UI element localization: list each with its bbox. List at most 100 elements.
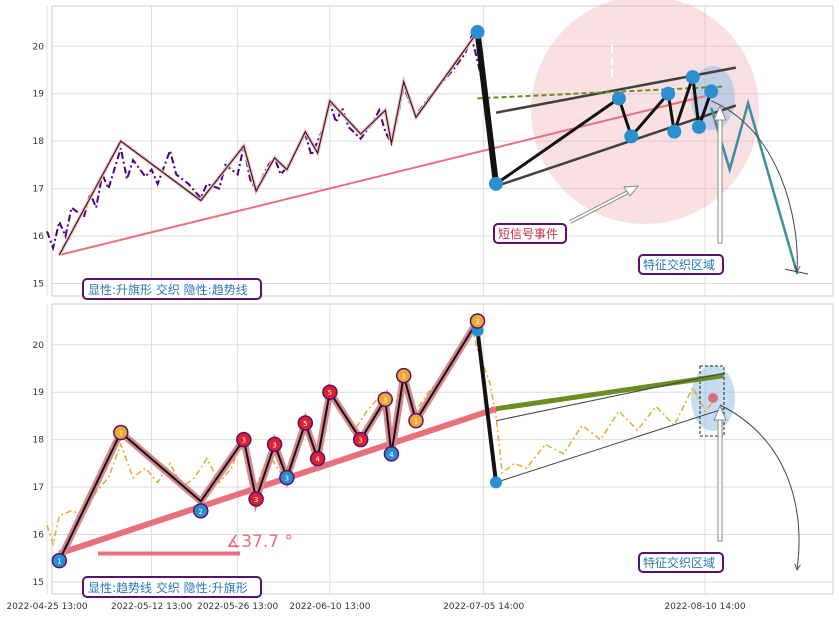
pivot-marker-label: 3 [254,496,258,504]
pivot-marker-label: 3 [272,441,276,449]
flag-pivot-dot [470,25,485,40]
y-tick-label: 17 [33,483,44,493]
signal-arrow-inner [569,189,633,223]
y-tick-label: 15 [33,280,44,290]
pivot-marker-label: 5 [328,389,332,397]
legend-box-bottom: 显性:趋势线 交织 隐性:升旗形 [82,576,262,598]
feature-zone-callout-bottom: 特征交织区域 [638,552,724,573]
pivot-marker-label: 3 [475,318,479,326]
top-panel-series [46,0,809,275]
flag-dash-line [477,85,724,100]
pivot-marker-label: 4 [315,456,320,464]
pivot-marker [297,415,314,431]
pivot-marker [266,436,283,453]
zigzag-line-top [58,30,497,256]
flag-channel-lower-bottom [495,408,724,483]
signal-arrow-head [623,185,640,197]
pivot-marker [248,491,264,507]
flag-pivot-dot [685,70,700,85]
x-tick-label: 2022-08-10 14:00 [664,602,745,612]
pivot-marker-label: 2 [199,508,203,516]
y-ticks-bottom: 15 16 17 18 19 20 [33,341,45,588]
signal-event-callout: 短信号事件 [493,223,567,244]
flag-pole [474,31,499,185]
pivot-marker-label: 3 [285,475,289,483]
pivot-marker [309,450,326,467]
signal-event-text: 短信号事件 [498,227,558,241]
flag-channel-lower [495,104,737,188]
pivot-marker-label: 1 [401,373,405,381]
y-tick-label: 15 [33,578,44,588]
pivot-marker [51,552,68,569]
zone-curve-arrow [719,404,799,570]
flag-pivot-dot [488,176,503,191]
panel-bottom-frame [51,303,834,595]
projection-arrow [711,100,797,272]
x-ticks: 2022-04-25 13:00 2022-05-12 13:00 2022-05-… [6,602,745,612]
y-tick-label: 16 [33,531,45,541]
feature-zone-callout-top: 特征交织区域 [638,254,724,275]
pivot-marker [236,431,252,448]
y-tick-label: 18 [33,137,45,147]
pivot-marker-label: 3 [242,437,246,445]
zone-arrow-shaft-bottom [717,419,723,542]
pivot-marker-label: 5 [303,420,307,428]
pivot-marker [395,367,412,384]
zigzag-line-bottom [58,320,479,562]
flag-highlight-circle [531,0,759,224]
pivot-marker-label: 1 [414,418,418,426]
bottom-panel-series: 1 1 2 3 3 3 3 5 4 5 3 3 4 1 1 3 [46,313,799,570]
angle-label: ∡37.7 ° [226,532,293,552]
y-tick-label: 19 [33,90,45,100]
flag-low-dot [489,476,502,489]
y-ticks-top: 15 16 17 18 19 20 [33,42,45,289]
pivot-marker [279,469,295,486]
flag-pivot-dot [691,119,706,134]
pivot-marker [383,446,400,462]
zone-arrow-head-bottom [713,404,727,421]
y-tick-label: 20 [33,341,45,351]
x-tick-label: 2022-05-26 13:00 [197,602,278,612]
y-tick-label: 16 [33,232,45,242]
y-tick-label: 20 [33,42,45,52]
pivot-marker [322,384,338,400]
feature-zone-text-top: 特征交织区域 [643,257,715,272]
trendline-bottom [58,405,497,557]
flag-channel-upper-bottom [495,372,724,422]
panel-top-frame [51,5,834,297]
pivot-marker [469,313,486,329]
pivot-marker-label: 3 [383,396,387,404]
legend-box-top: 显性:升旗形 交织 隐性:趋势线 [82,278,262,300]
pivot-marker-label: 1 [119,430,123,438]
pivot-marker-label: 4 [389,451,394,459]
zone-box-bottom [699,365,725,437]
flag-pivot-dot [661,86,676,101]
trendline-top [59,95,706,256]
flag-drop-bottom [475,330,498,483]
zone-arrow-head-top [713,104,727,121]
pivot-marker [113,424,129,441]
zone-center-dot [708,393,718,403]
y-tick-label: 18 [33,436,45,446]
x-tick-label: 2022-06-10 13:00 [289,602,370,612]
pivot-marker-label: 1 [57,558,61,566]
x-tick-label: 2022-05-12 13:00 [111,602,192,612]
pivot-marker [352,431,369,448]
flag-pivot-dot [611,91,626,106]
x-tick-label: 2022-04-25 13:00 [6,602,87,612]
zone-arrow-shaft-top [717,119,723,244]
legend-text-bottom: 显性:趋势线 交织 隐性:升旗形 [88,580,248,595]
flag-pivot-dot [704,84,719,99]
x-tick-label: 2022-07-05 14:00 [443,602,524,612]
pivot-marker-label: 3 [358,437,362,445]
y-tick-label: 19 [33,388,45,398]
feature-zone-text-bottom: 特征交织区域 [643,555,715,570]
pivot-marker [408,412,424,429]
legend-text-top: 显性:升旗形 交织 隐性:趋势线 [88,282,248,297]
flag-pivot-dot [624,129,639,144]
y-tick-label: 17 [33,185,44,195]
flag-pivot-dot [667,124,682,139]
pivot-marker [377,391,393,408]
pivot-marker [193,503,209,519]
